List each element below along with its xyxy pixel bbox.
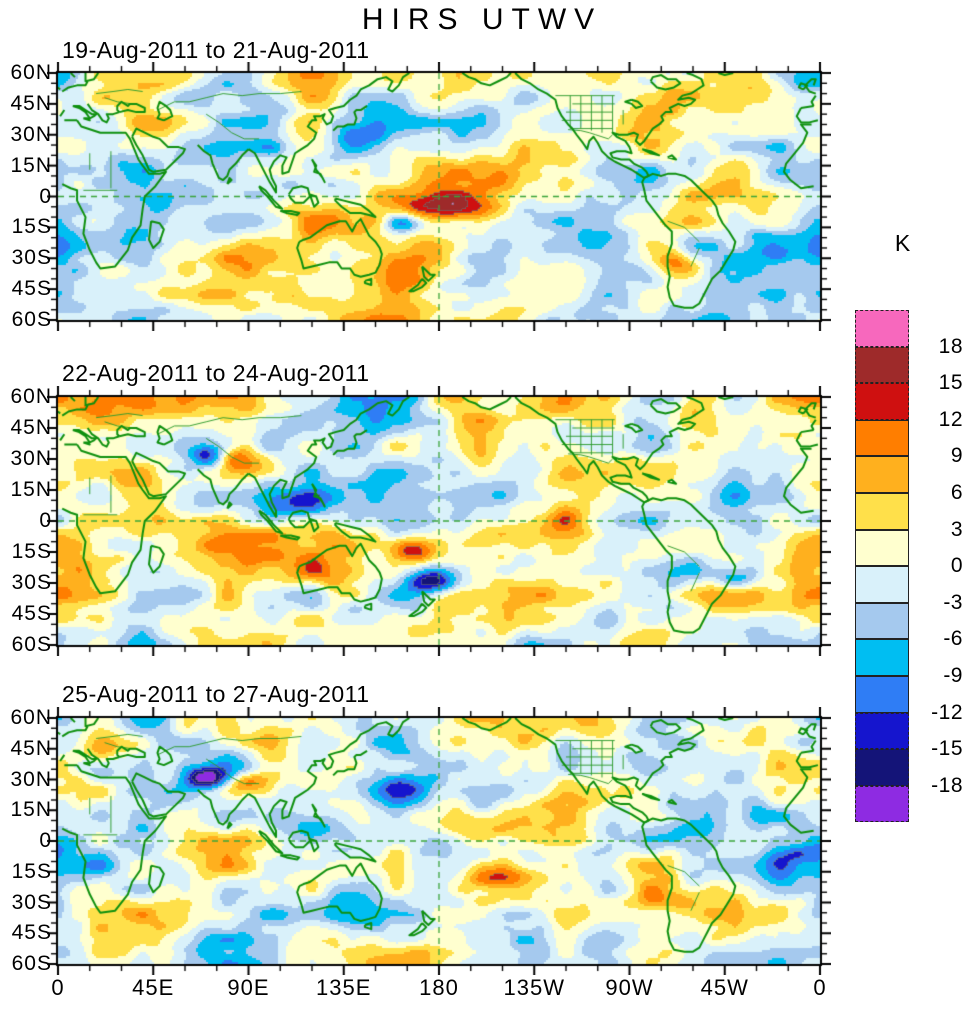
lat-tick-label: 45S [11, 277, 52, 301]
map-panel-3 [47, 707, 831, 975]
colorbar-swatch [855, 675, 909, 713]
colorbar-tick-label: -18 [931, 773, 963, 797]
colorbar-tick-label: 3 [950, 517, 963, 541]
colorbar-swatch [855, 419, 909, 457]
panel-3-subtitle: 25-Aug-2011 to 27-Aug-2011 [62, 681, 370, 707]
colorbar-tick-label: -6 [943, 627, 963, 651]
lat-tick-label: 0 [39, 184, 52, 208]
colorbar-tick-label: -3 [943, 590, 963, 614]
colorbar-tick-label: 18 [938, 334, 963, 358]
lat-tick-label: 30N [10, 767, 52, 791]
colorbar-swatch [855, 566, 909, 603]
colorbar-swatch [855, 785, 909, 823]
panel-2-lat-axis: 60N 45N 30N 15N 0 15S 30S 45S 60S [0, 385, 54, 656]
colorbar-tick-label: -15 [931, 737, 963, 761]
lat-tick-label: 30N [10, 122, 52, 146]
colorbar [855, 310, 909, 823]
panel-2-subtitle: 22-Aug-2011 to 24-Aug-2011 [62, 360, 370, 386]
lon-tick-label: 0 [51, 975, 65, 1000]
colorbar-swatch [855, 602, 909, 640]
colorbar-swatch [855, 529, 909, 567]
lat-tick-label: 60S [11, 308, 52, 331]
lon-tick-label: 180 [419, 975, 459, 1000]
lat-tick-label: 15N [10, 153, 52, 177]
colorbar-swatch [855, 383, 909, 420]
lat-tick-label: 15N [10, 798, 52, 822]
lat-tick-label: 30S [11, 571, 52, 594]
panel-3-lat-axis: 60N 45N 30N 15N 0 15S 30S 45S 60S [0, 706, 54, 975]
panel-1-subtitle: 19-Aug-2011 to 21-Aug-2011 [62, 37, 370, 63]
colorbar-tick-label: -12 [931, 700, 963, 724]
lat-tick-label: 45S [11, 602, 52, 625]
lon-tick-label: 45W [700, 975, 749, 1000]
lat-tick-label: 45N [10, 416, 52, 439]
lat-tick-label: 60S [11, 633, 52, 656]
lon-tick-label: 90W [605, 975, 654, 1000]
lat-tick-label: 0 [39, 829, 52, 852]
lat-tick-label: 60N [10, 706, 52, 729]
lat-tick-label: 45N [10, 736, 52, 760]
colorbar-tick-label: 6 [950, 481, 963, 504]
lat-tick-label: 15N [10, 478, 52, 501]
lat-tick-label: 15S [11, 540, 52, 563]
lat-tick-label: 60N [10, 61, 52, 84]
colorbar-tick-label: 9 [950, 444, 963, 468]
colorbar-tick-label: 15 [938, 371, 963, 395]
colorbar-swatch [855, 346, 909, 384]
colorbar-swatch [855, 749, 909, 786]
lat-tick-label: 30N [10, 447, 52, 470]
colorbar-swatch [855, 712, 909, 750]
lon-tick-label: 0 [813, 975, 827, 1000]
colorbar-title: K [894, 230, 912, 256]
lat-tick-label: 60S [11, 952, 52, 975]
lat-tick-label: 60N [10, 385, 52, 408]
colorbar-tick-label: -9 [943, 664, 963, 687]
lat-tick-label: 30S [11, 246, 52, 270]
lat-tick-label: 45S [11, 921, 52, 945]
colorbar-tick-label: 12 [938, 407, 963, 431]
map-panel-2 [47, 386, 831, 656]
lat-tick-label: 30S [11, 890, 52, 914]
lon-tick-label: 135W [503, 975, 565, 1000]
lat-tick-label: 0 [39, 509, 52, 532]
lat-tick-label: 45N [10, 91, 52, 115]
colorbar-swatch [855, 456, 909, 493]
lon-axis: 0 45E 90E 135E 180 135W 90W 45W 0 [51, 974, 825, 1002]
lon-tick-label: 45E [132, 975, 175, 1000]
colorbar-swatch [855, 310, 909, 347]
colorbar-swatch [855, 639, 909, 676]
lat-tick-label: 15S [11, 859, 52, 883]
panel-1-lat-axis: 60N 45N 30N 15N 0 15S 30S 45S 60S [0, 61, 54, 331]
figure-title: HIRS UTWV [361, 3, 603, 36]
map-panel-1 [47, 62, 831, 331]
lon-tick-label: 135E [316, 975, 372, 1000]
colorbar-swatch [855, 492, 909, 530]
colorbar-tick-label: 0 [950, 554, 963, 578]
lat-tick-label: 15S [11, 215, 52, 239]
lon-tick-label: 90E [227, 975, 270, 1000]
